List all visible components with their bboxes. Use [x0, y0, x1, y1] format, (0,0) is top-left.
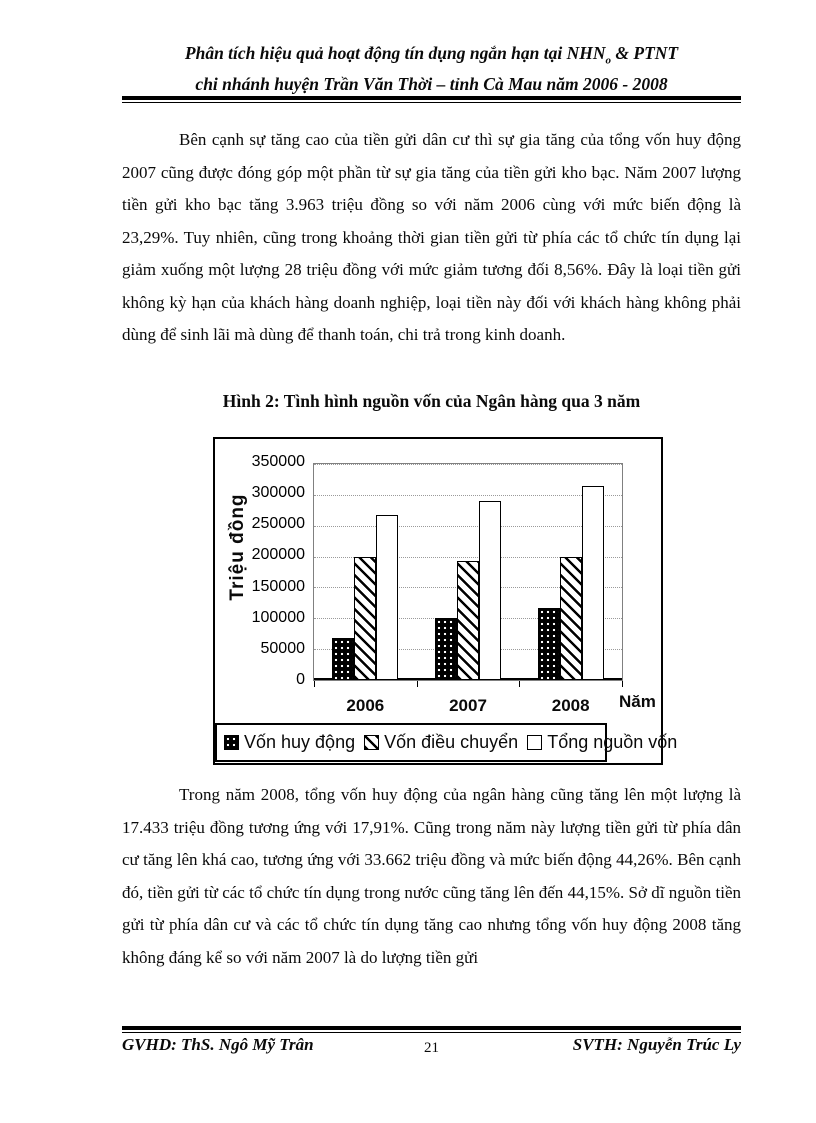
footer-student: SVTH: Nguyễn Trúc Ly — [572, 1035, 741, 1054]
hatched-swatch-icon — [364, 735, 380, 750]
x-tick — [314, 681, 315, 687]
header-subscript: o — [605, 54, 612, 67]
plot-area — [313, 463, 623, 681]
y-tick-label-100000: 100000 — [251, 608, 305, 626]
header-line-1-tail: & PTNT — [611, 43, 679, 63]
bar-Vốn điều chuyển-2008 — [559, 556, 582, 680]
y-tick-label-350000: 350000 — [251, 453, 305, 470]
gridline-300000 — [314, 494, 622, 496]
footer-advisor: GVHD: ThS. Ngô Mỹ Trân — [122, 1035, 314, 1054]
bar-chart: Triệu đồng 0 50000 100000 150000 200000 25000… — [213, 437, 677, 765]
paragraph-2: Trong năm 2008, tổng vốn huy động của ng… — [122, 785, 741, 967]
y-axis-labels: 0 50000 100000 150000 200000 250000 300000 3500… — [215, 453, 307, 688]
y-tick-label-200000: 200000 — [251, 546, 305, 564]
header-rule-thin — [122, 102, 741, 103]
x-axis-title: Năm — [619, 692, 656, 711]
x-tick — [622, 681, 623, 687]
y-tick-label-300000: 300000 — [251, 484, 305, 502]
legend-label: Vốn điều chuyển — [384, 732, 519, 752]
page-header: Phân tích hiệu quả hoạt động tín dụng ng… — [122, 42, 741, 96]
y-tick-label-250000: 250000 — [251, 515, 305, 533]
x-category-label-2008: 2008 — [551, 696, 590, 715]
bar-Vốn huy động-2007 — [435, 618, 457, 680]
x-tick — [416, 681, 418, 687]
x-category-label-2006: 2006 — [346, 696, 385, 715]
gridline-350000 — [314, 464, 622, 465]
bar-Vốn huy động-2008 — [537, 608, 560, 680]
header-line-1: Phân tích hiệu quả hoạt động tín dụng ng… — [122, 42, 741, 73]
figure-caption: Hình 2: Tình hình nguồn vốn của Ngân hàn… — [222, 391, 641, 411]
header-line-1-text: Phân tích hiệu quả hoạt động tín dụng ng… — [184, 43, 606, 63]
header-line-2: chi nhánh huyện Trần Văn Thời – tỉnh Cà … — [195, 73, 668, 94]
chart-legend: Vốn huy động Vốn điều chuyển Tổng nguồn … — [215, 723, 677, 762]
dotted-swatch-icon — [224, 735, 239, 750]
footer-rule-thick — [122, 1026, 741, 1030]
x-tick — [519, 681, 521, 687]
white-swatch-icon — [527, 735, 543, 750]
y-tick-label-150000: 150000 — [251, 577, 305, 595]
bar-Tổng nguồn vốn-2006 — [376, 515, 399, 680]
x-category-label-2007: 2007 — [449, 696, 487, 715]
header-rule-thick — [122, 96, 741, 100]
gridline-250000 — [314, 525, 622, 527]
page-footer: GVHD: ThS. Ngô Mỹ Trân 21 SVTH: Nguyễn T… — [122, 1035, 741, 1057]
paragraph-1: Bên cạnh sự tăng cao của tiền gửi dân cư… — [122, 130, 741, 344]
y-tick-label-50000: 50000 — [260, 639, 306, 657]
legend-item-von-dieu-chuyen: Vốn điều chuyển — [364, 732, 518, 753]
legend-label: Tổng nguồn vốn — [547, 732, 678, 752]
legend-item-von-huy-dong: Vốn huy động — [224, 732, 355, 753]
legend-item-tong-nguon-von: Tổng nguồn vốn — [527, 732, 677, 753]
bar-Vốn điều chuyển-2006 — [354, 557, 377, 680]
footer-rule-thin — [122, 1032, 741, 1033]
bar-Tổng nguồn vốn-2008 — [581, 485, 604, 680]
y-tick-label-0: 0 — [296, 671, 305, 688]
legend-label: Vốn huy động — [244, 732, 356, 752]
bar-Tổng nguồn vốn-2007 — [479, 501, 501, 680]
bar-Vốn điều chuyển-2007 — [457, 560, 479, 680]
page-number: 21 — [424, 1040, 439, 1056]
gridline-200000 — [314, 556, 622, 558]
bar-Vốn huy động-2006 — [332, 638, 355, 680]
